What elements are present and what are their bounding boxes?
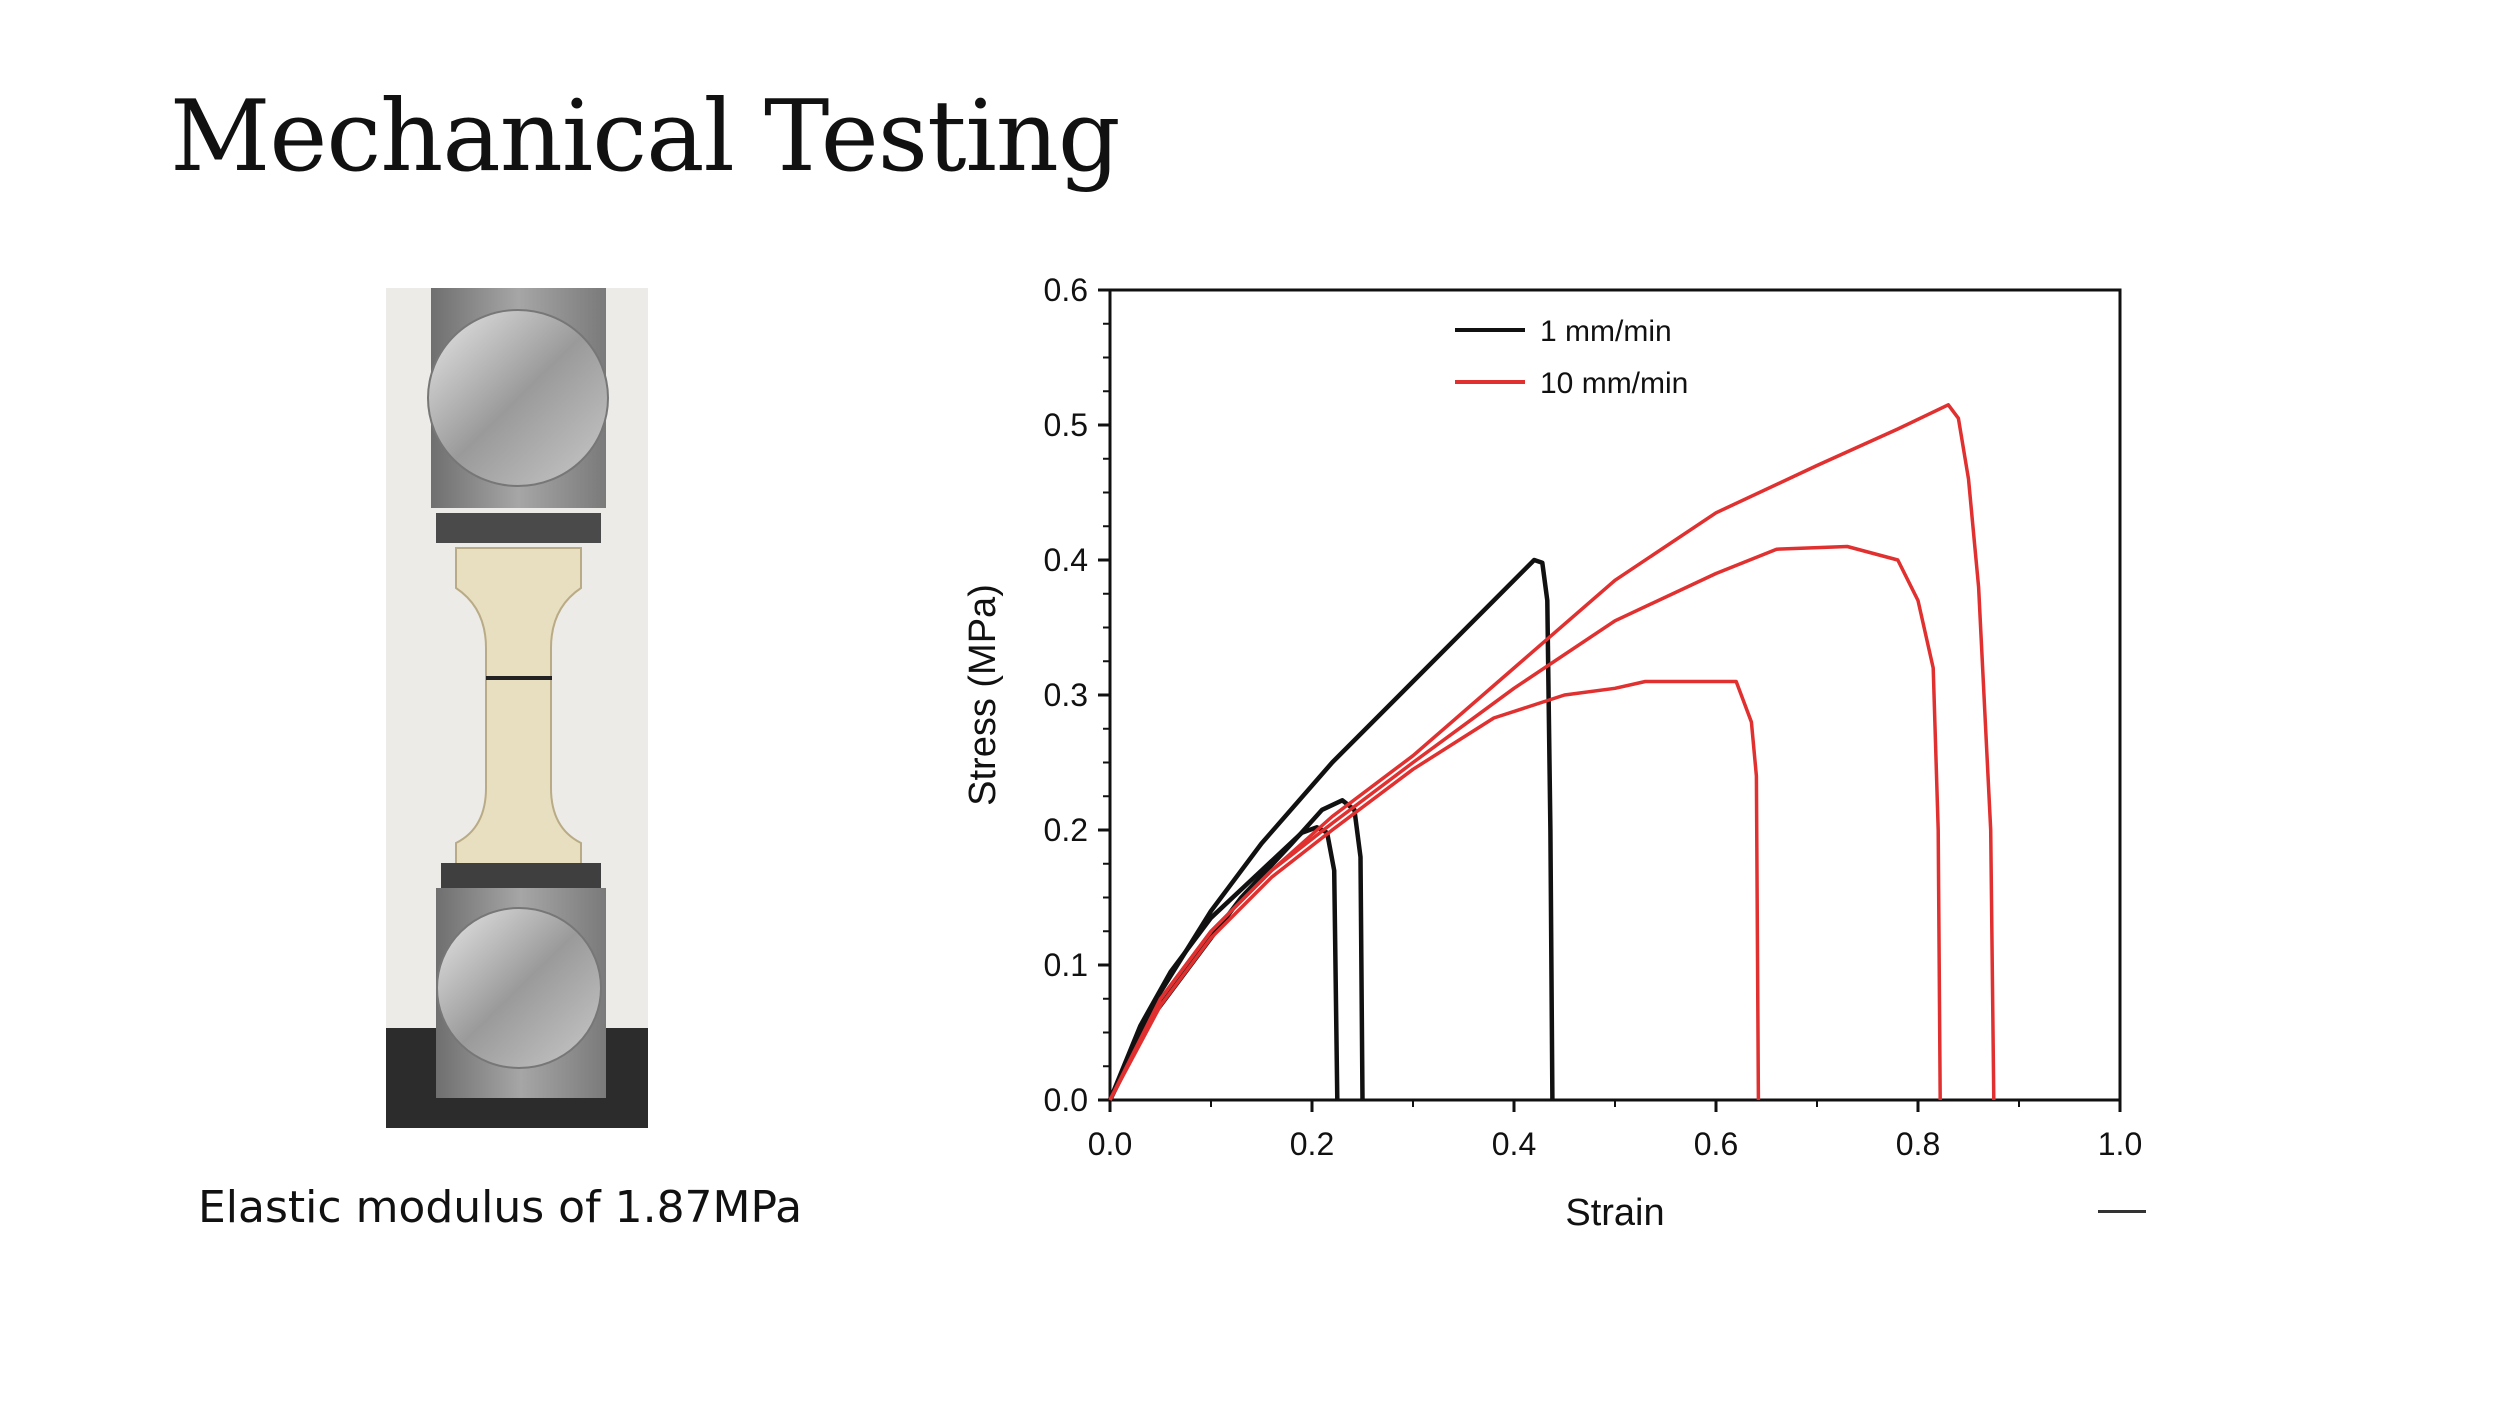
plot-frame — [1108, 288, 2122, 1102]
y-tick-label: 0.6 — [1044, 272, 1088, 308]
elastic-modulus-caption: Elastic modulus of 1.87MPa — [198, 1182, 803, 1233]
slide-dash — [2098, 1210, 2146, 1213]
x-tick-label: 1.0 — [2098, 1126, 2142, 1162]
y-tick-label: 0.5 — [1044, 407, 1088, 443]
series-line — [1108, 679, 1761, 1101]
x-tick-label: 0.6 — [1694, 1126, 1738, 1162]
x-tick-label: 0.8 — [1896, 1126, 1940, 1162]
series-line — [1107, 798, 1365, 1102]
x-tick-label: 0.0 — [1088, 1126, 1132, 1162]
y-tick-label: 0.0 — [1044, 1082, 1088, 1118]
stress-strain-chart: 0.0 0.2 0.4 0.6 0.8 1.0 0.0 0.1 0.2 0.3 0.4 0.5 0.6 S… — [900, 255, 2160, 1245]
x-tick-label: 0.2 — [1290, 1126, 1334, 1162]
series-line — [1108, 544, 1942, 1101]
y-tick-label: 0.1 — [1044, 947, 1088, 983]
series-line — [1108, 403, 1996, 1101]
x-axis-label: Strain — [1565, 1192, 1664, 1234]
x-tick-label: 0.4 — [1492, 1126, 1536, 1162]
tensile-specimen-photo — [386, 288, 648, 1128]
legend-label: 1 mm/min — [1540, 315, 1672, 348]
y-tick-label: 0.3 — [1044, 677, 1088, 713]
y-tick-label: 0.2 — [1044, 812, 1088, 848]
page-title: Mechanical Testing — [170, 80, 1121, 194]
y-tick-label: 0.4 — [1044, 542, 1088, 578]
series-line — [1107, 825, 1340, 1101]
y-axis-label: Stress (MPa) — [962, 584, 1004, 806]
legend-label: 10 mm/min — [1540, 367, 1688, 400]
